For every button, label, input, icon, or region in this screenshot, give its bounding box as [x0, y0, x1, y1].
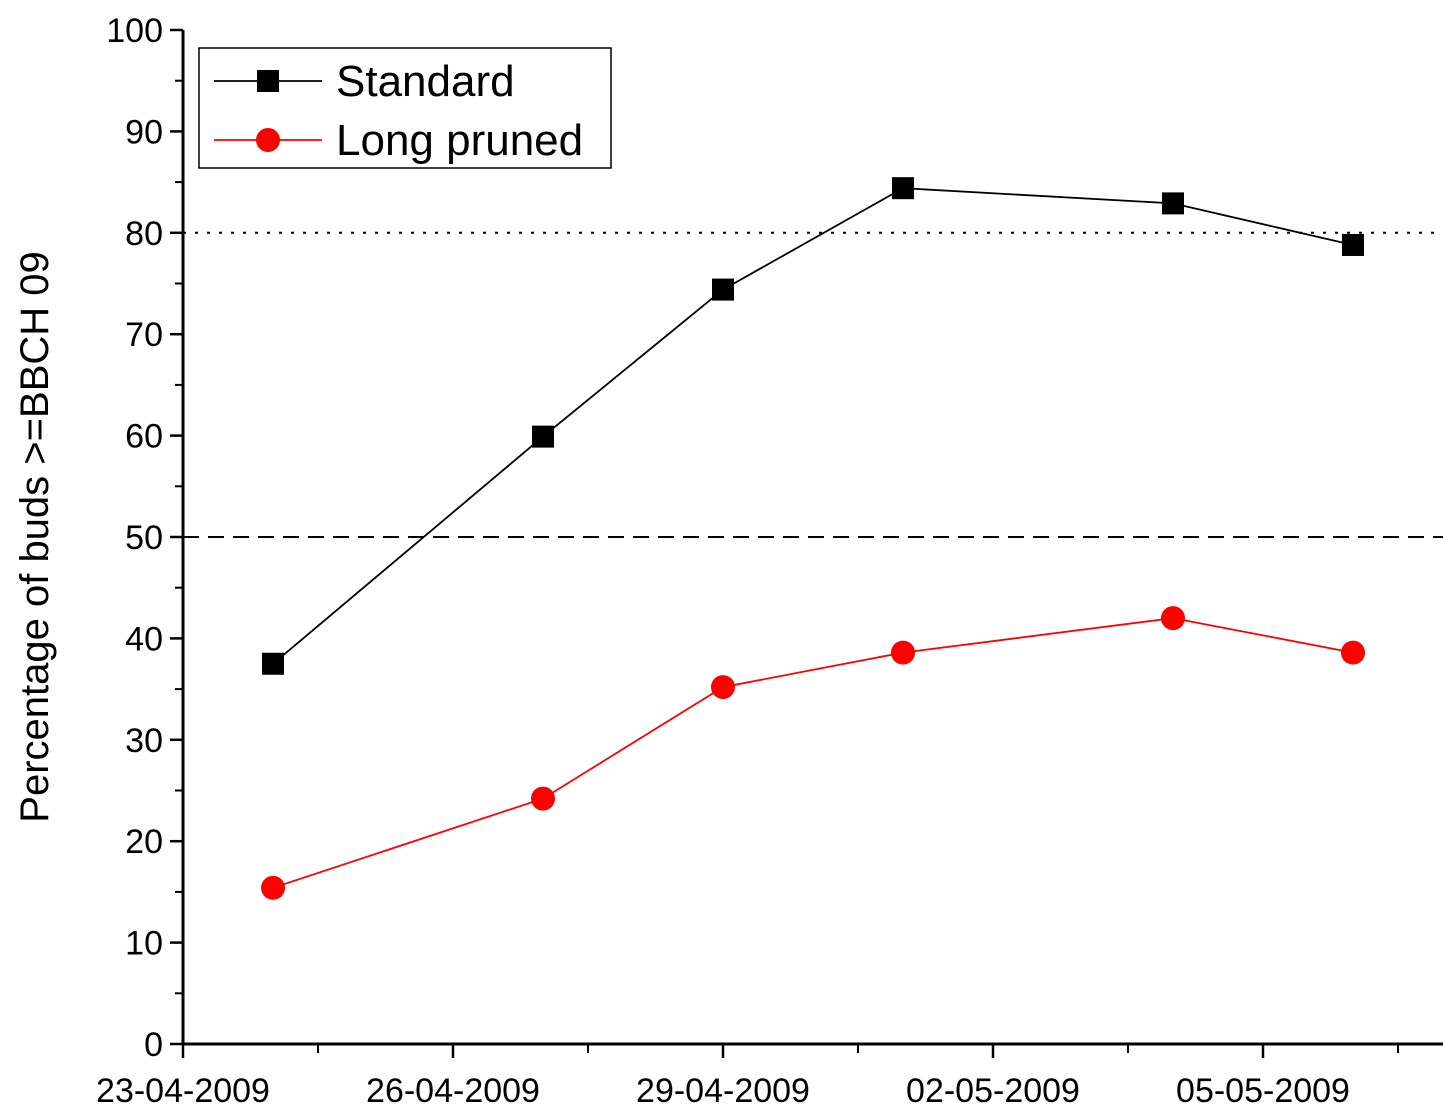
y-axis-title: Percentage of buds >=BBCH 09	[13, 251, 57, 822]
data-point-standard	[1162, 192, 1184, 215]
legend-marker-standard	[257, 70, 279, 92]
y-tick-label: 0	[144, 1026, 163, 1064]
data-point-long-pruned	[261, 875, 285, 900]
y-tick-label: 100	[106, 12, 163, 50]
series-layer	[261, 177, 1365, 900]
x-tick-label: 05-05-2009	[1176, 1072, 1350, 1110]
legend-label-long-pruned: Long pruned	[336, 116, 583, 165]
x-ticks: 23-04-2009 26-04-2009 29-04-2009 02-05-2009…	[96, 1044, 1399, 1110]
data-point-standard	[532, 425, 554, 448]
y-tick-label: 80	[125, 215, 163, 253]
reference-lines	[183, 231, 1443, 538]
data-point-standard	[262, 652, 284, 675]
data-point-long-pruned	[891, 640, 915, 665]
series-long-pruned	[261, 606, 1365, 900]
legend: Standard Long pruned	[198, 47, 612, 169]
y-ticks: 0 10 20 30 40 50 60 70 80 90 100	[106, 12, 183, 1064]
y-tick-label: 40	[125, 620, 163, 658]
y-tick-label: 60	[125, 418, 163, 456]
x-tick-label: 29-04-2009	[636, 1072, 810, 1110]
x-tick-label: 23-04-2009	[96, 1072, 270, 1110]
series-line-long-pruned	[272, 617, 1354, 889]
y-tick-label: 30	[125, 722, 163, 760]
data-point-standard	[892, 177, 914, 200]
y-tick-label: 10	[125, 925, 163, 963]
y-tick-label: 90	[125, 113, 163, 151]
data-point-long-pruned	[1161, 606, 1185, 631]
y-tick-label: 50	[125, 519, 163, 557]
y-tick-label: 70	[125, 316, 163, 354]
data-point-long-pruned	[711, 675, 735, 700]
data-point-long-pruned	[531, 786, 555, 811]
series-line-standard	[272, 187, 1354, 665]
x-tick-label: 26-04-2009	[366, 1072, 540, 1110]
series-standard	[262, 177, 1364, 675]
data-point-standard	[712, 278, 734, 301]
legend-marker-long-pruned	[256, 128, 280, 152]
data-point-standard	[1342, 233, 1364, 256]
x-tick-label: 02-05-2009	[906, 1072, 1080, 1110]
legend-label-standard: Standard	[336, 57, 515, 106]
y-tick-label: 20	[125, 823, 163, 861]
data-point-long-pruned	[1341, 640, 1365, 665]
